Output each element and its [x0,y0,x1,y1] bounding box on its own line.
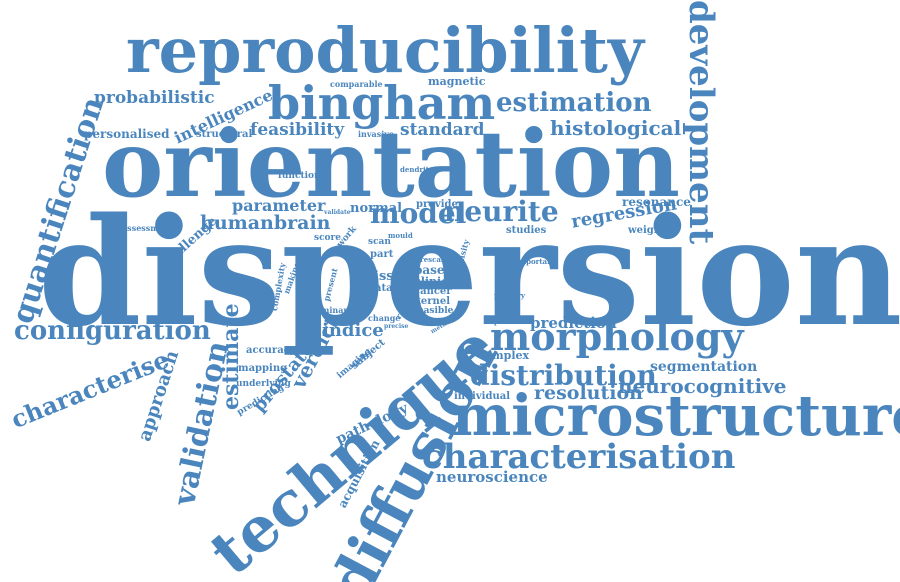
word-feasible: feasible [414,306,454,316]
word-humanbrain: humanbrain [200,212,331,234]
word-scan: scan [368,237,391,247]
word-estimation: estimation [496,88,652,118]
word-feasibility: feasibility [250,120,345,140]
word-probabilistic: probabilistic [94,88,215,108]
word-reproducibility: reproducibility [126,14,644,87]
word-clinical: clinical [414,275,460,288]
word-dominant: dominant [310,305,353,315]
word-mapping: mapping [238,363,288,374]
word-invasive: invasive [358,129,394,139]
word-neurocognitive: neurocognitive [618,374,787,398]
word-underlying: underlying [236,379,291,389]
word-morphology: morphology [490,314,744,359]
word-structural: structural [196,129,253,140]
word-microstructure: microstructure [452,383,900,449]
word-rectal: rectal [356,291,376,298]
word-kernel: kernel [414,296,450,307]
word-validate: validate [324,209,351,216]
word-assessment: assessment [122,223,174,233]
word-resonance: resonance [622,195,691,209]
word-function: function [278,171,321,181]
word-leader: leader [358,283,380,290]
word-neurite: neurite [444,195,559,228]
word-indice: indice [322,320,384,341]
word-tissue: tissue [368,269,412,284]
word-based: based [414,263,453,277]
word-data: data [368,283,393,294]
word-neuroscience: neuroscience [436,468,548,486]
word-orientation: orientation [102,110,681,218]
word-weighted: weighted [628,225,680,236]
word-configuration: configuration [14,316,211,346]
word-change: change [368,313,401,323]
word-provide: provide [416,199,458,210]
word-dispersion: dispersion [38,185,900,359]
word-distribution: distribution [470,359,657,392]
word-cancer: cancer [414,286,452,297]
word-model: model [370,197,467,230]
word-rescan: rescan [420,255,446,264]
word-individual: individual [454,391,511,402]
word-comparable: comparable [330,79,383,89]
word-personalised: personalised [84,127,170,141]
word-parameter: parameter [232,196,326,215]
word-mould: mould [388,231,413,240]
word-normal: normal [350,201,403,216]
word-part: part [370,249,394,260]
word-dendrite: dendrite [400,165,434,174]
word-prediction: prediction [530,314,617,332]
word-estimate: estimate [218,303,244,410]
word-resolution: resolution [534,382,643,404]
word-studies: studies [506,225,547,236]
word-accuracy: accuracy [246,345,296,356]
word-score: score [314,233,342,243]
word-magnetic: magnetic [428,75,486,88]
word-complex: complex [478,349,530,362]
word-characterisation: characterisation [422,437,736,477]
word-histological: histological [550,116,682,140]
word-precise: precise [384,323,409,330]
word-bingham: bingham [268,76,496,130]
word-precision: precision [494,317,531,326]
word-standard: standard [400,120,485,140]
word-primary: primary [494,291,525,300]
word-important: important [516,257,556,266]
word-segmentation: segmentation [650,359,758,375]
